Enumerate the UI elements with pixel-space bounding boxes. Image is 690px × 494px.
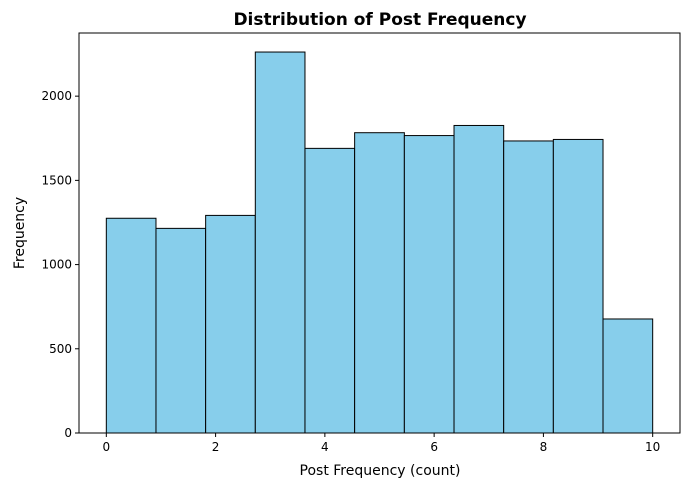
x-tick-label: 10 — [645, 440, 660, 454]
bars-layer — [105, 51, 654, 434]
histogram-bar — [254, 51, 306, 434]
y-tick-label: 2000 — [41, 89, 72, 103]
plot-frame — [78, 32, 681, 434]
histogram-bar — [354, 132, 405, 434]
histogram-bar — [403, 135, 455, 434]
x-axis-label: Post Frequency (count) — [300, 463, 461, 479]
y-tick-label: 1500 — [41, 173, 72, 187]
chart-title: Distribution of Post Frequency — [233, 10, 526, 30]
ticks-layer: 0 2 4 6 8 10 0 500 1000 1500 2000 — [41, 89, 660, 454]
y-axis-label: Frequency — [12, 197, 28, 269]
histogram-bar — [155, 227, 207, 434]
x-tick-label: 2 — [212, 440, 220, 454]
histogram-bar — [503, 140, 554, 434]
x-tick-label: 8 — [540, 440, 548, 454]
axes-layer — [78, 32, 681, 434]
histogram-bar — [602, 318, 654, 434]
histogram-bar — [453, 124, 505, 434]
histogram-bar — [105, 217, 157, 434]
histogram-bar — [304, 147, 356, 434]
y-tick-label: 1000 — [41, 258, 72, 272]
histogram-bar — [205, 214, 256, 434]
x-tick-label: 4 — [321, 440, 329, 454]
y-tick-label: 500 — [49, 342, 72, 356]
x-tick-label: 0 — [102, 440, 110, 454]
histogram-bar — [552, 138, 604, 434]
y-tick-label: 0 — [64, 426, 72, 440]
x-tick-label: 6 — [430, 440, 438, 454]
